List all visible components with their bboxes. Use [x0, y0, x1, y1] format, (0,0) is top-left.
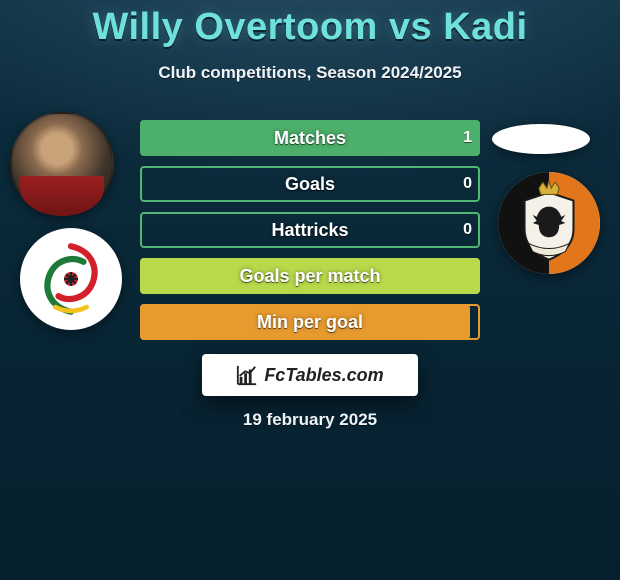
- stat-bar-track: [140, 166, 480, 202]
- stat-bar-fill: [140, 258, 480, 294]
- club-right-icon: [498, 172, 600, 274]
- date-text: 19 february 2025: [243, 410, 377, 430]
- stat-bar: Goals0: [140, 166, 480, 202]
- page-subtitle: Club competitions, Season 2024/2025: [0, 63, 620, 83]
- stat-bar: Hattricks0: [140, 212, 480, 248]
- watermark: FcTables.com: [202, 354, 418, 396]
- stat-bar: Min per goal: [140, 304, 480, 340]
- page-title: Willy Overtoom vs Kadi: [0, 0, 620, 49]
- club-right-badge: [498, 172, 600, 274]
- watermark-text: FcTables.com: [264, 365, 383, 386]
- chart-icon: [236, 364, 258, 386]
- player-left-avatar: [10, 112, 114, 216]
- stat-bar-track: [140, 212, 480, 248]
- stat-bar: Goals per match: [140, 258, 480, 294]
- stat-bar-fill: [140, 120, 480, 156]
- stat-bar: Matches1: [140, 120, 480, 156]
- player-right-avatar-placeholder: [492, 124, 590, 154]
- stat-bar-fill: [140, 304, 470, 340]
- club-left-icon: [32, 240, 110, 318]
- club-left-badge: [20, 228, 122, 330]
- stat-bars: Matches1 Goals0 Hattricks0 Goals per match M…: [140, 120, 480, 350]
